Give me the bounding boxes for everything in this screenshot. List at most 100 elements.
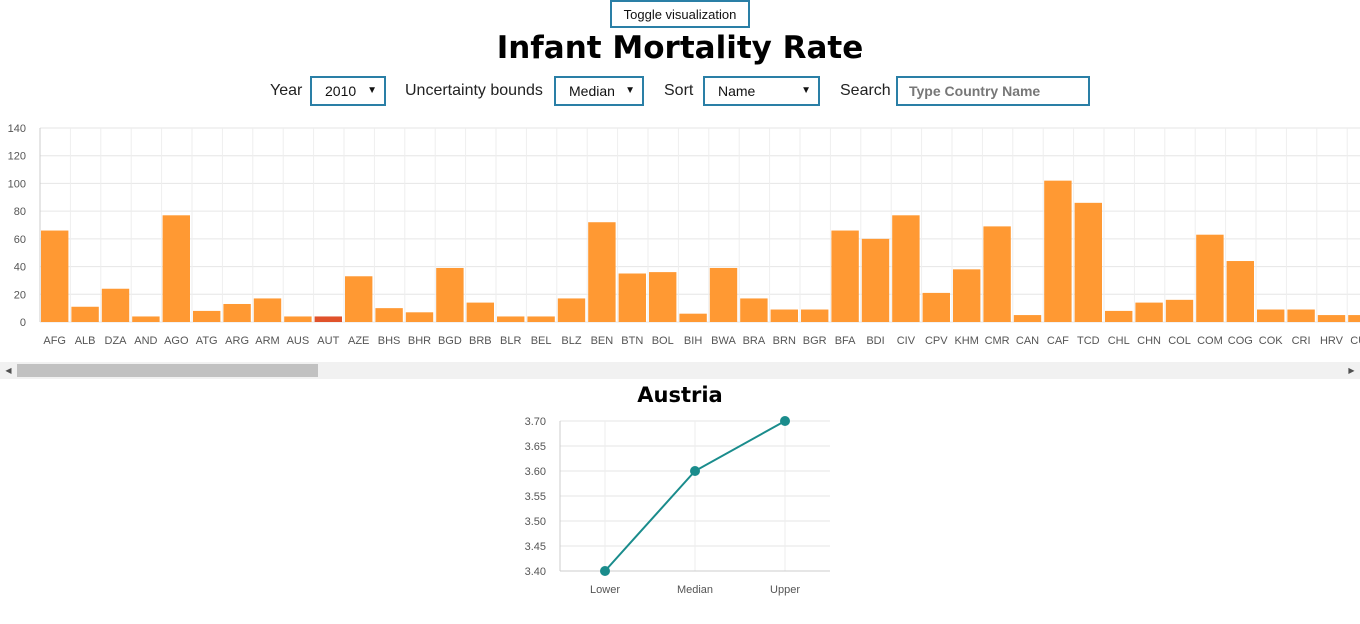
y-tick-label: 80 <box>14 206 26 218</box>
bar-aze <box>345 276 373 322</box>
x-tick-label: AGO <box>164 335 189 347</box>
x-tick-label: BOL <box>652 335 674 347</box>
y-tick-label: 3.40 <box>525 566 546 578</box>
bar-bhs <box>375 308 403 322</box>
x-tick-label: BHR <box>408 335 431 347</box>
x-tick-label: BRN <box>773 335 796 347</box>
x-tick-label: COK <box>1259 335 1284 347</box>
x-tick-label: CRI <box>1292 335 1311 347</box>
year-label: Year <box>270 82 303 99</box>
bar-chart-svg: 0 20 40 60 80 100 120 140 AFG ALB DZA AND AGO ATG ARG A… <box>8 123 1360 347</box>
scroll-left-arrow-icon[interactable]: ◀ <box>5 366 12 375</box>
y-tick-label: 140 <box>8 123 26 135</box>
x-tick-label: Upper <box>770 584 800 596</box>
chevron-down-icon: ▼ <box>367 85 377 96</box>
y-tick-label: 0 <box>20 317 26 329</box>
bar-and <box>132 316 160 322</box>
bar-bgr <box>801 309 829 322</box>
x-tick-label: CAF <box>1047 335 1069 347</box>
bar-caf <box>1044 180 1072 322</box>
bar-hrv <box>1317 315 1346 322</box>
bar-aus <box>284 316 312 322</box>
y-tick-label: 3.65 <box>525 441 546 453</box>
x-tick-label: CPV <box>925 335 948 347</box>
sort-select[interactable]: Name ▼ <box>703 76 820 106</box>
bar-bhr <box>405 312 434 322</box>
uncertainty-bounds-label: Uncertainty bounds <box>405 82 543 99</box>
line-chart: 3.40 3.45 3.50 3.55 3.60 3.65 3.70 Lower Median U… <box>500 405 860 615</box>
bar-tcd <box>1074 202 1102 322</box>
y-tick-label: 3.45 <box>525 541 546 553</box>
x-tick-label: BGR <box>803 335 827 347</box>
detail-chart-title: Austria <box>637 383 723 407</box>
x-tick-label: BRB <box>469 335 492 347</box>
x-tick-label: ALB <box>75 335 96 347</box>
toggle-visualization-button[interactable]: Toggle visualization <box>610 0 750 28</box>
x-tick-label: DZA <box>105 335 128 347</box>
line-chart-svg: 3.40 3.45 3.50 3.55 3.60 3.65 3.70 Lower Median U… <box>525 416 830 596</box>
scroll-right-arrow-icon[interactable]: ▶ <box>1348 366 1355 375</box>
bar-bfa <box>831 230 859 322</box>
x-tick-label: BRA <box>743 335 766 347</box>
x-tick-label: CHN <box>1137 335 1161 347</box>
x-tick-label: AUS <box>287 335 310 347</box>
x-tick-label: AFG <box>43 335 66 347</box>
bar-aut <box>314 316 342 322</box>
bar-civ <box>892 215 920 322</box>
bar-chn <box>1135 302 1163 322</box>
bar-bgd <box>436 267 464 322</box>
y-tick-label: 120 <box>8 151 26 163</box>
bar-chl <box>1105 310 1133 322</box>
data-point-upper <box>780 416 790 426</box>
x-tick-label: BFA <box>835 335 856 347</box>
bar-brb <box>466 302 494 322</box>
bar-bol <box>649 272 677 322</box>
data-point-lower <box>600 566 610 576</box>
x-tick-label: HRV <box>1320 335 1344 347</box>
y-tick-label: 3.60 <box>525 466 546 478</box>
bar-col <box>1165 299 1194 322</box>
y-tick-label: 3.55 <box>525 491 546 503</box>
bar-atg <box>193 310 221 322</box>
data-point-median <box>690 466 700 476</box>
filter-controls: Year 2010 ▼ Uncertainty bounds Median ▼ … <box>0 76 1360 106</box>
bar-btn <box>618 273 646 322</box>
y-tick-label: 100 <box>8 178 26 190</box>
bar-cog <box>1226 261 1254 322</box>
uncertainty-bounds-value: Median <box>569 83 615 99</box>
horizontal-scrollbar[interactable]: ◀ ▶ <box>0 362 1360 379</box>
x-tick-label: BEN <box>591 335 614 347</box>
x-tick-label: AND <box>134 335 157 347</box>
x-tick-label: KHM <box>954 335 978 347</box>
bar-arm <box>253 298 282 322</box>
scrollbar-thumb[interactable] <box>17 364 318 377</box>
x-tick-label: CIV <box>897 335 916 347</box>
uncertainty-bounds-select[interactable]: Median ▼ <box>554 76 644 106</box>
bar-bdi <box>861 238 890 322</box>
bar-cmr <box>983 226 1011 322</box>
y-tick-label: 3.70 <box>525 416 546 428</box>
y-tick-label: 20 <box>14 289 26 301</box>
search-label: Search <box>840 82 891 99</box>
x-tick-label: ATG <box>196 335 218 347</box>
year-select[interactable]: 2010 ▼ <box>310 76 386 106</box>
bar-ago <box>162 215 190 322</box>
x-tick-label: CHL <box>1108 335 1130 347</box>
year-select-value: 2010 <box>325 83 357 99</box>
bar-afg <box>41 230 69 322</box>
x-tick-label: CUB <box>1350 335 1360 347</box>
chevron-down-icon: ▼ <box>801 85 811 96</box>
search-input[interactable]: Type Country Name <box>896 76 1090 106</box>
x-tick-label: BLR <box>500 335 521 347</box>
sort-label: Sort <box>664 82 694 99</box>
bar-arg <box>223 303 251 322</box>
x-tick-label: BEL <box>531 335 552 347</box>
bar-bwa <box>709 267 738 322</box>
bar-ben <box>588 222 616 322</box>
bar-bih <box>679 313 707 322</box>
bar-brn <box>770 309 798 322</box>
bar-bel <box>527 316 555 322</box>
x-tick-label: BLZ <box>561 335 581 347</box>
bar-bra <box>740 298 768 322</box>
bar-chart: 0 20 40 60 80 100 120 140 AFG ALB DZA AND AGO ATG ARG A… <box>0 118 1360 358</box>
